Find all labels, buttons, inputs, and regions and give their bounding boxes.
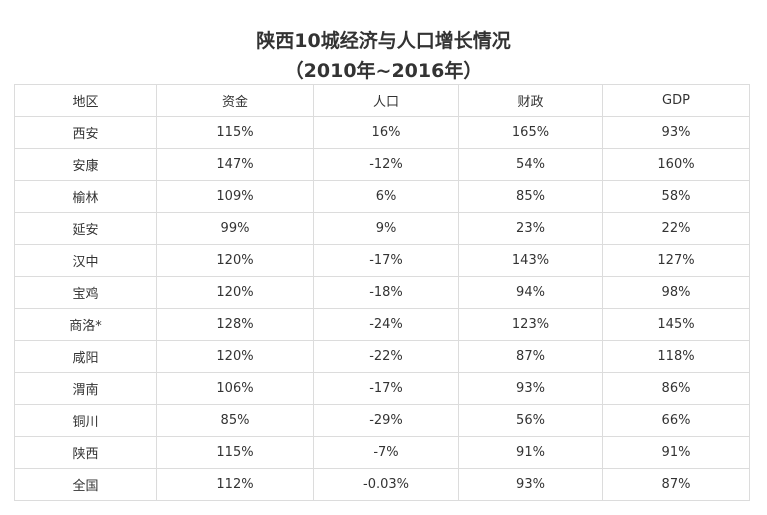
- table-row: 汉中 120% -17% 143% 127%: [14, 244, 750, 277]
- cell-finance: 143%: [458, 244, 603, 277]
- cell-capital: 106%: [156, 372, 314, 405]
- table-row: 铜川 85% -29% 56% 66%: [14, 404, 750, 437]
- cell-population: 9%: [313, 212, 459, 245]
- cell-capital: 85%: [156, 404, 314, 437]
- cell-gdp: 91%: [602, 436, 750, 469]
- cell-gdp: 86%: [602, 372, 750, 405]
- table-row: 榆林 109% 6% 85% 58%: [14, 180, 750, 213]
- cell-finance: 94%: [458, 276, 603, 309]
- cell-population: 6%: [313, 180, 459, 213]
- cell-population: -22%: [313, 340, 459, 373]
- cell-gdp: 118%: [602, 340, 750, 373]
- cell-gdp: 145%: [602, 308, 750, 341]
- cell-capital: 147%: [156, 148, 314, 181]
- cell-capital: 120%: [156, 340, 314, 373]
- cell-finance: 93%: [458, 372, 603, 405]
- cell-capital: 115%: [156, 116, 314, 149]
- cell-capital: 120%: [156, 276, 314, 309]
- table-row: 陕西 115% -7% 91% 91%: [14, 436, 750, 469]
- cell-finance: 165%: [458, 116, 603, 149]
- cell-region: 西安: [14, 116, 157, 149]
- table-row: 西安 115% 16% 165% 93%: [14, 116, 750, 149]
- cell-gdp: 98%: [602, 276, 750, 309]
- cell-finance: 23%: [458, 212, 603, 245]
- cell-capital: 120%: [156, 244, 314, 277]
- cell-population: -24%: [313, 308, 459, 341]
- table-row: 全国 112% -0.03% 93% 87%: [14, 468, 750, 501]
- cell-population: -0.03%: [313, 468, 459, 501]
- cell-region: 榆林: [14, 180, 157, 213]
- growth-data-table: 地区 资金 人口 财政 GDP 西安 115% 16% 165% 93% 安康 …: [14, 84, 750, 501]
- cell-region: 安康: [14, 148, 157, 181]
- table-row: 宝鸡 120% -18% 94% 98%: [14, 276, 750, 309]
- cell-capital: 115%: [156, 436, 314, 469]
- header-gdp: GDP: [602, 84, 750, 117]
- page-subtitle-period: （2010年~2016年）: [284, 60, 483, 82]
- table-row: 咸阳 120% -22% 87% 118%: [14, 340, 750, 373]
- cell-capital: 99%: [156, 212, 314, 245]
- cell-finance: 85%: [458, 180, 603, 213]
- cell-population: -12%: [313, 148, 459, 181]
- cell-region: 陕西: [14, 436, 157, 469]
- cell-finance: 123%: [458, 308, 603, 341]
- cell-population: -29%: [313, 404, 459, 437]
- cell-population: -17%: [313, 244, 459, 277]
- cell-gdp: 93%: [602, 116, 750, 149]
- cell-population: -18%: [313, 276, 459, 309]
- cell-gdp: 87%: [602, 468, 750, 501]
- cell-region: 汉中: [14, 244, 157, 277]
- cell-population: -17%: [313, 372, 459, 405]
- header-finance: 财政: [458, 84, 603, 117]
- cell-gdp: 58%: [602, 180, 750, 213]
- table-row: 延安 99% 9% 23% 22%: [14, 212, 750, 245]
- cell-capital: 128%: [156, 308, 314, 341]
- cell-region: 咸阳: [14, 340, 157, 373]
- header-capital: 资金: [156, 84, 314, 117]
- cell-gdp: 160%: [602, 148, 750, 181]
- cell-region: 商洛*: [14, 308, 157, 341]
- cell-region: 宝鸡: [14, 276, 157, 309]
- cell-gdp: 66%: [602, 404, 750, 437]
- header-population: 人口: [313, 84, 459, 117]
- table-row: 渭南 106% -17% 93% 86%: [14, 372, 750, 405]
- cell-finance: 91%: [458, 436, 603, 469]
- cell-population: 16%: [313, 116, 459, 149]
- cell-capital: 109%: [156, 180, 314, 213]
- cell-region: 全国: [14, 468, 157, 501]
- table-row: 商洛* 128% -24% 123% 145%: [14, 308, 750, 341]
- table-row: 安康 147% -12% 54% 160%: [14, 148, 750, 181]
- cell-region: 延安: [14, 212, 157, 245]
- cell-gdp: 127%: [602, 244, 750, 277]
- cell-finance: 93%: [458, 468, 603, 501]
- cell-finance: 87%: [458, 340, 603, 373]
- cell-finance: 54%: [458, 148, 603, 181]
- cell-region: 渭南: [14, 372, 157, 405]
- table-header-row: 地区 资金 人口 财政 GDP: [14, 84, 750, 117]
- cell-region: 铜川: [14, 404, 157, 437]
- header-region: 地区: [14, 84, 157, 117]
- cell-finance: 56%: [458, 404, 603, 437]
- cell-population: -7%: [313, 436, 459, 469]
- cell-gdp: 22%: [602, 212, 750, 245]
- page-title: 陕西10城经济与人口增长情况: [256, 30, 511, 52]
- cell-capital: 112%: [156, 468, 314, 501]
